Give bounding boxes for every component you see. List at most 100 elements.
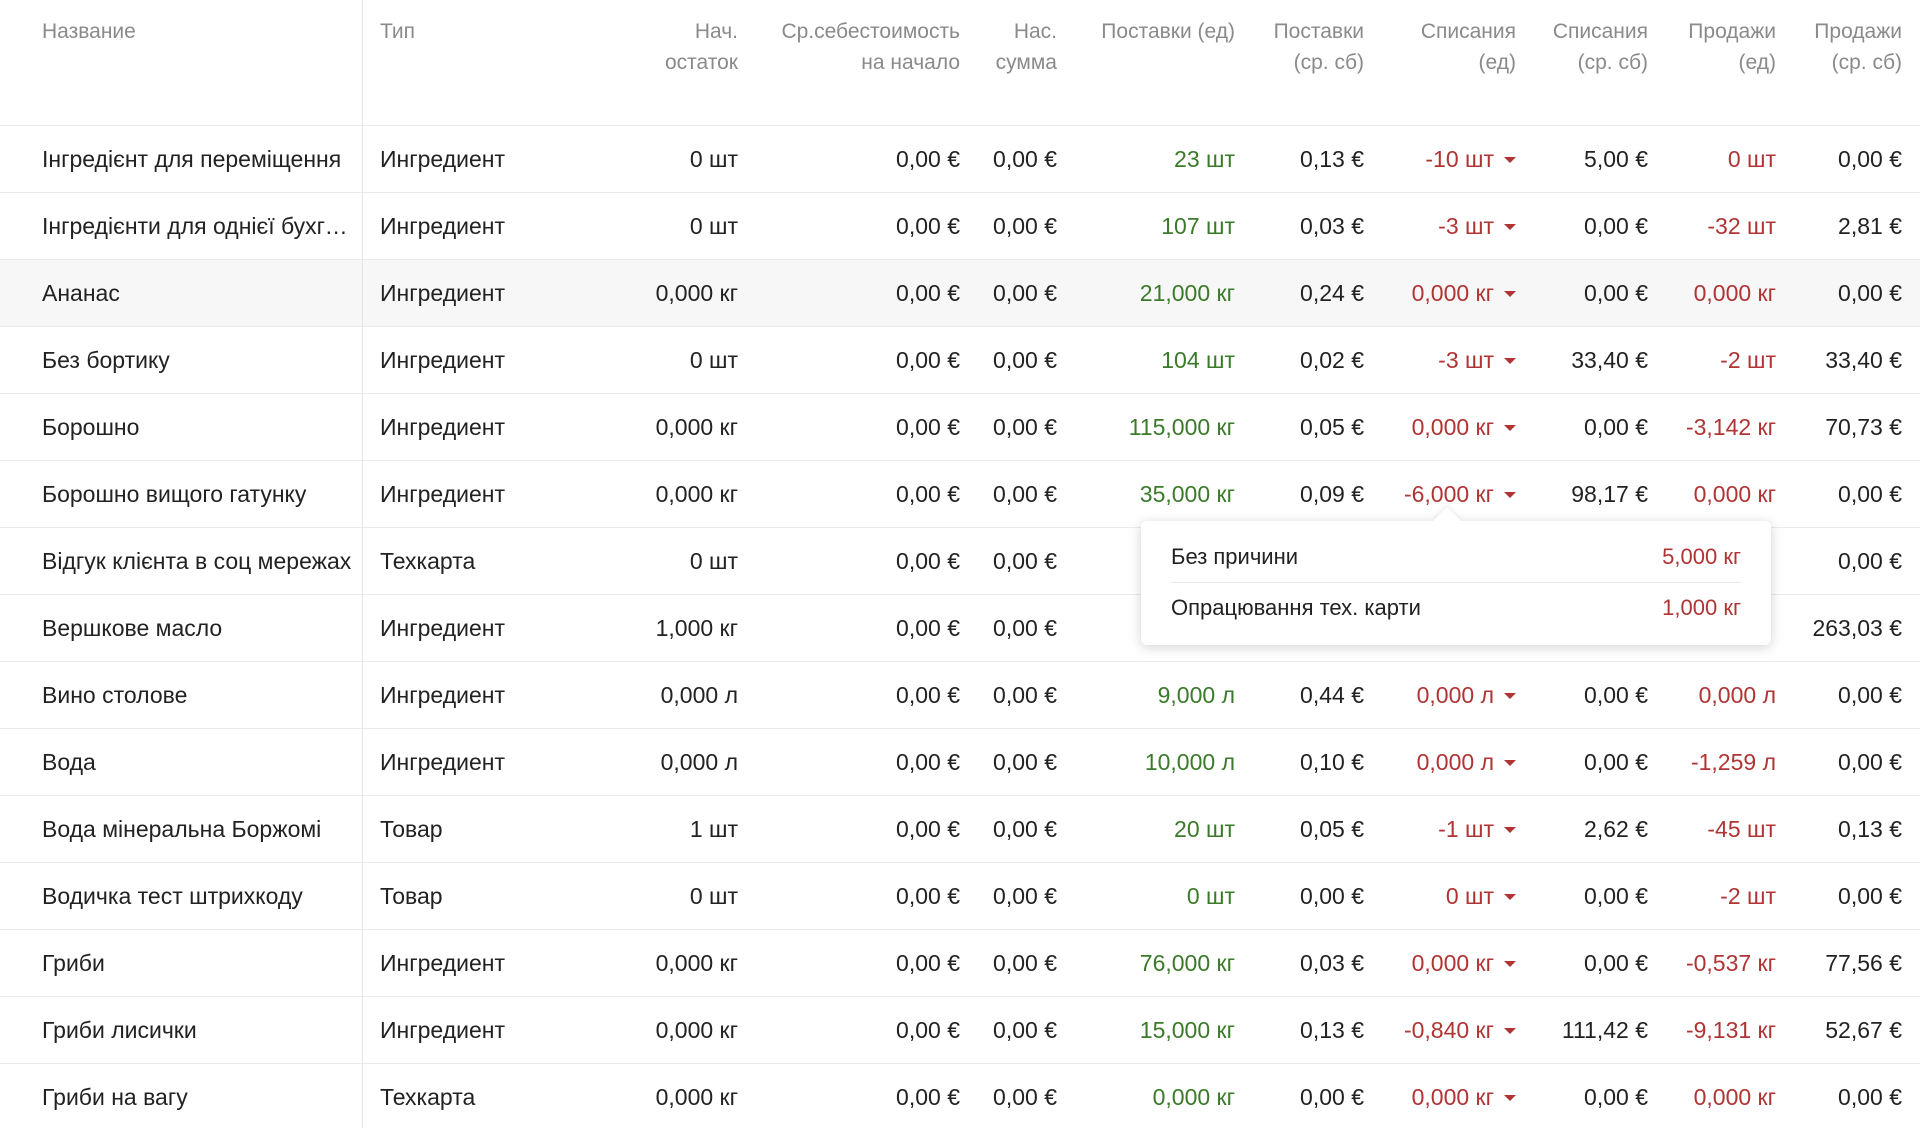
cell-writeoffs-qty[interactable]: -3 шт (1370, 193, 1516, 259)
cell-sales-cost-value: 2,81 € (1838, 212, 1902, 239)
cell-sales-cost-value: 70,73 € (1825, 413, 1902, 440)
cell-name: Вода (42, 729, 352, 795)
cell-writeoffs-qty[interactable]: 0 шт (1370, 863, 1516, 929)
header-start-sum[interactable]: Нас. сумма (960, 0, 1057, 125)
cell-start-sum-value: 0,00 € (993, 346, 1057, 373)
table-row[interactable]: Борошно Ингредиент 0,000 кг 0,00 € 0,00 € 115… (0, 394, 1920, 461)
cell-supplies-qty: 10,000 л (1060, 729, 1235, 795)
header-supplies-cost[interactable]: Поставки (ср. сб) (1240, 0, 1364, 125)
cell-writeoffs-cost-value: 0,00 € (1584, 748, 1648, 775)
header-writeoffs-qty-line2: (ед) (1478, 51, 1516, 74)
cell-name-value: Вода (42, 749, 96, 775)
cell-supplies-qty-value: 35,000 кг (1139, 480, 1235, 507)
cell-avg-cost: 0,00 € (740, 528, 960, 594)
header-type[interactable]: Тип (380, 0, 600, 125)
header-sales-qty-line1: Продажи (1688, 20, 1776, 43)
table-row[interactable]: Інгредієнт для переміщення Ингредиент 0 шт… (0, 126, 1920, 193)
chevron-down-icon[interactable] (1504, 693, 1516, 699)
cell-writeoffs-cost-value: 111,42 € (1561, 1016, 1648, 1043)
cell-type-value: Техкарта (380, 1083, 476, 1110)
header-writeoffs-qty[interactable]: Списания (ед) (1370, 0, 1516, 125)
cell-start-sum-value: 0,00 € (993, 748, 1057, 775)
chevron-down-icon[interactable] (1504, 894, 1516, 900)
cell-name-value: Відгук клієнта в соц мережах (42, 548, 352, 574)
cell-writeoffs-qty[interactable]: -0,840 кг (1370, 997, 1516, 1063)
cell-writeoffs-qty[interactable]: 0,000 кг (1370, 394, 1516, 460)
cell-name-value: Гриби лисички (42, 1017, 197, 1043)
cell-start-qty: 1 шт (600, 796, 738, 862)
chevron-down-icon[interactable] (1504, 1028, 1516, 1034)
cell-supplies-qty: 115,000 кг (1060, 394, 1235, 460)
table-row[interactable]: Інгредієнти для однієї бухгалтерії Ингред… (0, 193, 1920, 260)
cell-type: Ингредиент (380, 729, 600, 795)
table-row[interactable]: Вершкове масло Ингредиент 1,000 кг 0,00 € 0,… (0, 595, 1920, 662)
cell-writeoffs-qty-value: -3 шт (1438, 346, 1494, 373)
cell-sales-qty: -1,259 л (1650, 729, 1776, 795)
cell-supplies-cost-value: 0,05 € (1300, 413, 1364, 440)
cell-start-qty-value: 0,000 кг (655, 1016, 738, 1043)
cell-avg-cost: 0,00 € (740, 1064, 960, 1128)
table-row[interactable]: Вода мінеральна Боржомі Товар 1 шт 0,00 € 0,… (0, 796, 1920, 863)
chevron-down-icon[interactable] (1504, 961, 1516, 967)
cell-supplies-qty-value: 107 шт (1161, 212, 1235, 239)
cell-start-qty-value: 0 шт (689, 346, 738, 373)
chevron-down-icon[interactable] (1504, 827, 1516, 833)
chevron-down-icon[interactable] (1504, 224, 1516, 230)
chevron-down-icon[interactable] (1504, 425, 1516, 431)
table-row[interactable]: Відгук клієнта в соц мережах Техкарта 0 шт… (0, 528, 1920, 595)
header-start-qty[interactable]: Нач. остаток (600, 0, 738, 125)
header-sales-qty[interactable]: Продажи (ед) (1650, 0, 1776, 125)
table-row[interactable]: Борошно вищого гатунку Ингредиент 0,000 кг… (0, 461, 1920, 528)
cell-writeoffs-qty[interactable]: 0,000 л (1370, 729, 1516, 795)
cell-sales-cost: 0,00 € (1780, 1064, 1902, 1128)
cell-sales-qty: 0,000 л (1650, 662, 1776, 728)
table-row[interactable]: Гриби на вагу Техкарта 0,000 кг 0,00 € 0,00 … (0, 1064, 1920, 1128)
header-name[interactable]: Название (42, 0, 352, 125)
header-avg-cost[interactable]: Ср.себестоимость на начало (740, 0, 960, 125)
cell-writeoffs-cost-value: 5,00 € (1584, 145, 1648, 172)
chevron-down-icon[interactable] (1504, 1095, 1516, 1101)
table-row[interactable]: Водичка тест штрихкоду Товар 0 шт 0,00 € 0,0… (0, 863, 1920, 930)
header-start-sum-line1: Нас. (1013, 20, 1057, 43)
header-supplies-qty[interactable]: Поставки (ед) (1060, 0, 1235, 125)
cell-sales-qty-value: 0,000 кг (1693, 480, 1776, 507)
cell-writeoffs-qty[interactable]: -10 шт (1370, 126, 1516, 192)
header-writeoffs-cost[interactable]: Списания (ср. сб) (1520, 0, 1648, 125)
cell-writeoffs-qty[interactable]: 0,000 кг (1370, 1064, 1516, 1128)
cell-sales-qty: -3,142 кг (1650, 394, 1776, 460)
cell-writeoffs-qty-value: -6,000 кг (1403, 480, 1494, 507)
cell-supplies-cost: 0,13 € (1240, 126, 1364, 192)
cell-writeoffs-qty[interactable]: 0,000 кг (1370, 930, 1516, 996)
cell-writeoffs-qty[interactable]: 0,000 кг (1370, 260, 1516, 326)
table-row[interactable]: Вино столове Ингредиент 0,000 л 0,00 € 0,00 … (0, 662, 1920, 729)
cell-supplies-qty: 20 шт (1060, 796, 1235, 862)
cell-writeoffs-qty[interactable]: -3 шт (1370, 327, 1516, 393)
cell-start-sum-value: 0,00 € (993, 480, 1057, 507)
table-row[interactable]: Ананас Ингредиент 0,000 кг 0,00 € 0,00 € 21,0… (0, 260, 1920, 327)
cell-writeoffs-qty[interactable]: 0,000 л (1370, 662, 1516, 728)
cell-type: Товар (380, 796, 600, 862)
chevron-down-icon[interactable] (1504, 492, 1516, 498)
table-row[interactable]: Гриби Ингредиент 0,000 кг 0,00 € 0,00 € 76,00… (0, 930, 1920, 997)
cell-supplies-qty: 0,000 кг (1060, 1064, 1235, 1128)
chevron-down-icon[interactable] (1504, 157, 1516, 163)
cell-sales-cost-value: 0,00 € (1838, 882, 1902, 909)
cell-writeoffs-qty[interactable]: -6,000 кг (1370, 461, 1516, 527)
chevron-down-icon[interactable] (1504, 291, 1516, 297)
cell-supplies-cost: 0,02 € (1240, 327, 1364, 393)
table-row[interactable]: Без бортику Ингредиент 0 шт 0,00 € 0,00 € 104… (0, 327, 1920, 394)
table-row[interactable]: Вода Ингредиент 0,000 л 0,00 € 0,00 € 10,000 … (0, 729, 1920, 796)
table-row[interactable]: Гриби лисички Ингредиент 0,000 кг 0,00 € 0,0… (0, 997, 1920, 1064)
cell-avg-cost-value: 0,00 € (896, 1016, 960, 1043)
cell-name: Вода мінеральна Боржомі (42, 796, 352, 862)
cell-writeoffs-qty[interactable]: -1 шт (1370, 796, 1516, 862)
cell-supplies-cost-value: 0,13 € (1300, 145, 1364, 172)
cell-writeoffs-cost: 0,00 € (1520, 662, 1648, 728)
cell-type-value: Ингредиент (380, 346, 505, 373)
cell-writeoffs-cost: 0,00 € (1520, 394, 1648, 460)
chevron-down-icon[interactable] (1504, 760, 1516, 766)
chevron-down-icon[interactable] (1504, 358, 1516, 364)
header-sales-cost[interactable]: Продажи (ср. сб) (1780, 0, 1902, 125)
cell-sales-cost: 0,00 € (1780, 729, 1902, 795)
cell-writeoffs-qty-value: 0,000 кг (1411, 1083, 1494, 1110)
